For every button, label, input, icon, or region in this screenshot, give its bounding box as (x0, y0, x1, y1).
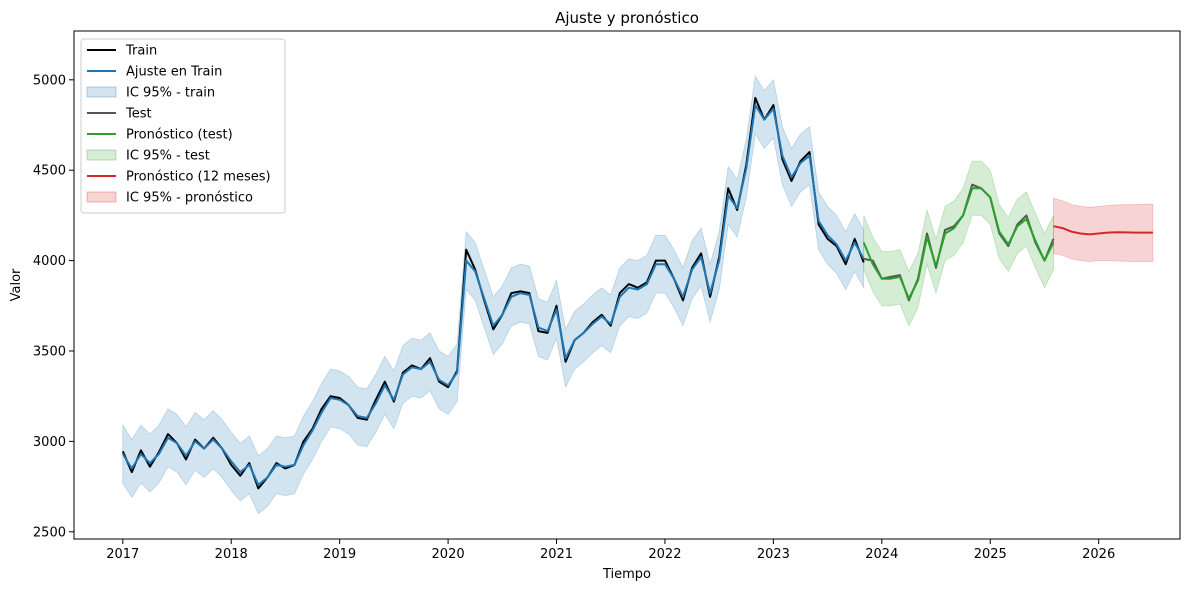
plot-area-frame (73, 30, 1181, 540)
series-line-pronostico-12-meses (1053, 225, 1153, 236)
band-ic-95-train (122, 75, 865, 515)
band-ic-95-test (863, 160, 1054, 327)
legend-swatch-ic-95-train (86, 86, 117, 98)
legend-swatch-ic-95-test (86, 149, 117, 161)
legend-label-train: Train (125, 44, 157, 59)
legend-label-pronostico-12-meses: Pronóstico (12 meses) (126, 170, 271, 185)
x-axis: 2017 2018 2019 2020 2021 2022 2023 2024 2025 2026 (106, 539, 1115, 562)
y-axis-label: Valor (9, 268, 24, 301)
x-tick-label: 2019 (323, 547, 356, 562)
x-tick-label: 2022 (648, 547, 681, 562)
x-tick-label: 2017 (106, 547, 139, 562)
y-tick-label: 4500 (33, 164, 66, 179)
legend-label-ajuste-en-train: Ajuste en Train (126, 65, 222, 80)
legend-label-ic-95-pronostico: IC 95% - pronóstico (126, 191, 253, 206)
legend-label-ic-95-test: IC 95% - test (126, 149, 210, 164)
x-tick-label: 2026 (1082, 547, 1115, 562)
legend-swatch-ic-95-pronostico (86, 191, 117, 203)
x-tick-label: 2024 (865, 547, 898, 562)
x-tick-label: 2025 (974, 547, 1007, 562)
legend-label-ic-95-train: IC 95% - train (126, 86, 215, 101)
legend: Train Ajuste en Train IC 95% - train Test Pr… (80, 38, 286, 214)
y-tick-label: 3500 (33, 344, 66, 359)
series-line-pronostico-test (862, 187, 1055, 300)
y-axis: 2500 3000 3500 4000 4500 5000 (33, 73, 74, 540)
x-tick-label: 2018 (215, 547, 248, 562)
legend-label-pronostico-test: Pronóstico (test) (126, 128, 233, 143)
series-line-ajuste-en-train (121, 104, 865, 486)
x-axis-label: Tiempo (602, 567, 651, 582)
band-ic-95-pronostico (1053, 197, 1154, 262)
x-tick-label: 2023 (757, 547, 790, 562)
chart-title: Ajuste y pronóstico (555, 9, 699, 27)
series-lines (121, 96, 1153, 490)
y-tick-label: 4000 (33, 254, 66, 269)
x-tick-label: 2020 (432, 547, 465, 562)
legend-box (80, 38, 286, 214)
y-tick-label: 2500 (33, 525, 66, 540)
confidence-bands (122, 75, 1154, 515)
y-tick-label: 5000 (33, 73, 66, 88)
x-tick-label: 2021 (540, 547, 573, 562)
y-tick-label: 3000 (33, 435, 66, 450)
legend-label-test: Test (125, 107, 152, 122)
